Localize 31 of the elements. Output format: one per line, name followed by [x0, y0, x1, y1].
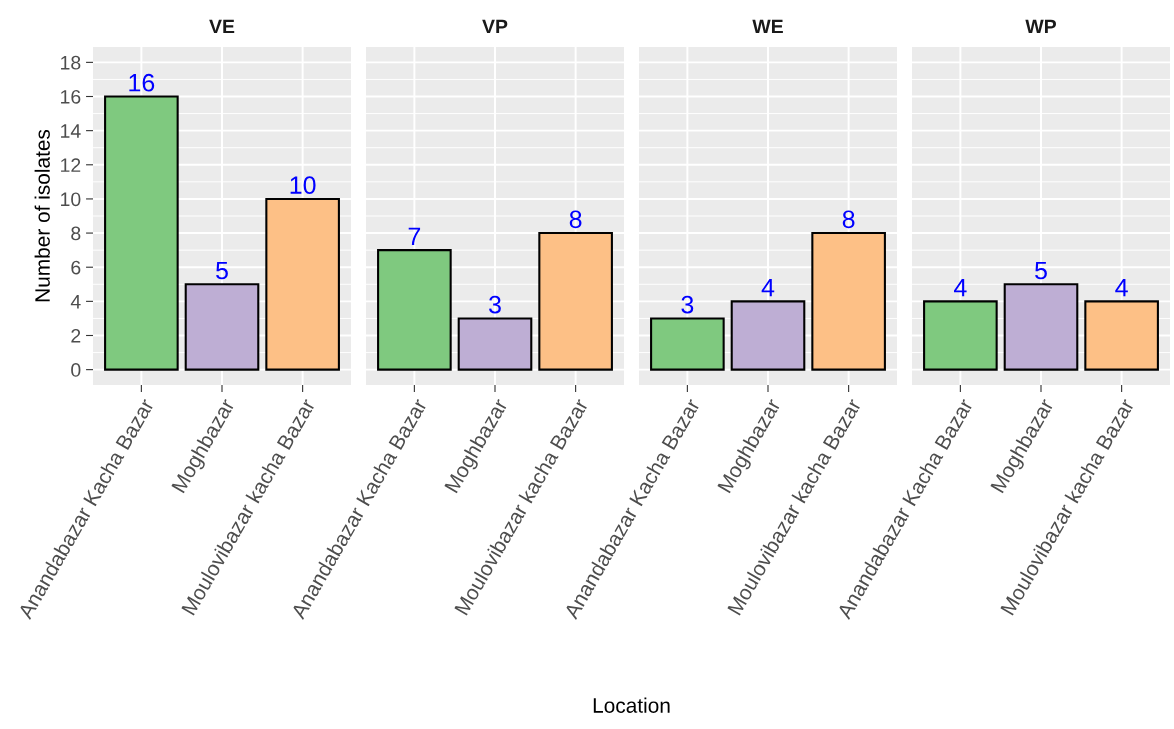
data-label: 8 — [569, 210, 582, 229]
text: Location — [593, 697, 670, 713]
chart-title: VE — [209, 19, 235, 34]
y-tick-label: 10 — [61, 192, 81, 207]
y-tick-label: 6 — [71, 260, 81, 275]
chart-title: WP — [1025, 19, 1056, 34]
y-tick-label: 16 — [61, 89, 81, 104]
y-tick-label: 0 — [71, 363, 81, 377]
data-label: 3 — [681, 295, 694, 314]
bar — [104, 95, 179, 371]
chart-title: VP — [482, 19, 508, 34]
bar — [265, 197, 340, 371]
data-label: 7 — [408, 227, 421, 245]
y-tick-label: 12 — [61, 158, 81, 172]
bar — [184, 283, 260, 371]
data-label: 10 — [290, 176, 316, 194]
chart-title: WE — [752, 19, 783, 34]
y-tick-label: 2 — [71, 328, 81, 343]
y-tick-label: 4 — [70, 295, 81, 309]
data-label: 4 — [761, 278, 775, 297]
y-tick-label: 18 — [61, 55, 81, 70]
data-label: 5 — [216, 261, 228, 280]
data-label: 4 — [954, 278, 967, 297]
data-label: 16 — [129, 73, 155, 92]
y-tick-label: 14 — [61, 124, 81, 138]
data-label: 8 — [842, 210, 855, 229]
y-axis-title: Number of isolates — [34, 129, 50, 302]
data-label: 4 — [1115, 278, 1128, 297]
data-label: 5 — [1035, 261, 1047, 280]
y-tick-label: 8 — [71, 226, 81, 241]
data-label: 3 — [489, 295, 501, 314]
